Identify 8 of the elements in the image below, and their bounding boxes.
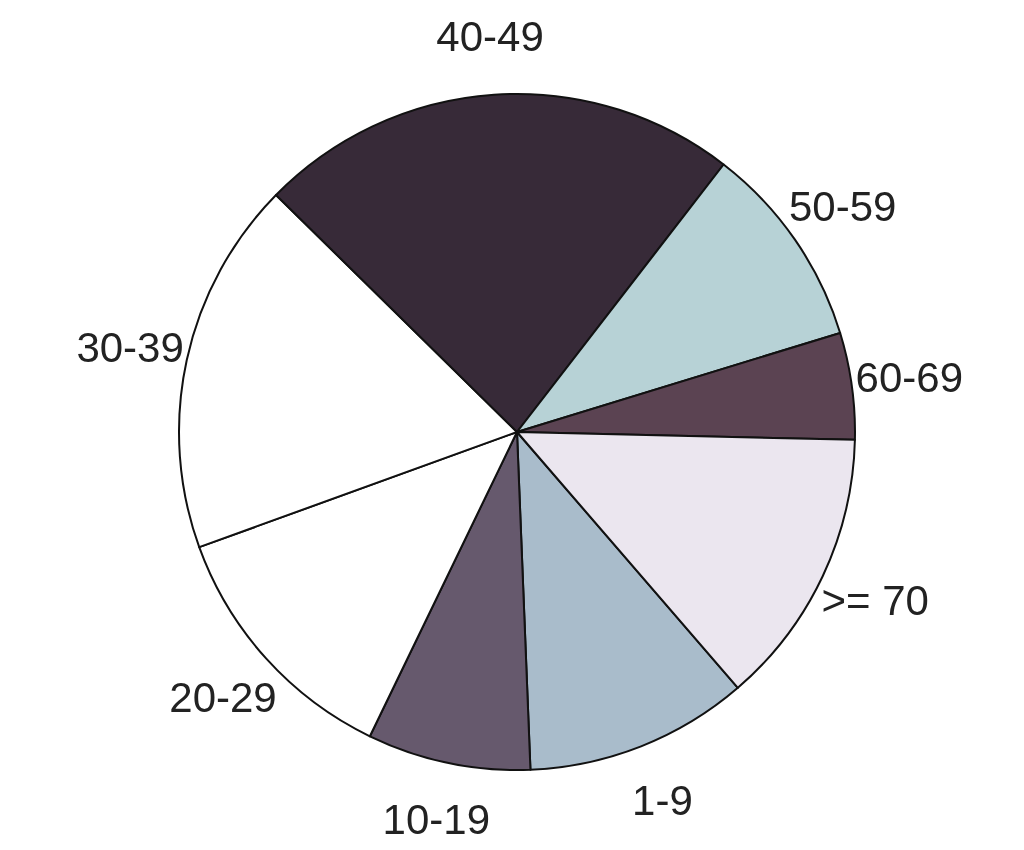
slice-label: 30-39 — [76, 324, 184, 372]
slice-label: 10-19 — [382, 796, 490, 844]
slice-label: 50-59 — [788, 183, 897, 231]
slice-label: 1-9 — [632, 776, 693, 824]
slice-label: 20-29 — [169, 673, 277, 721]
slice-label: 60-69 — [855, 354, 963, 402]
slice-label: >= 70 — [821, 577, 929, 625]
slice-label: 40-49 — [436, 13, 544, 61]
